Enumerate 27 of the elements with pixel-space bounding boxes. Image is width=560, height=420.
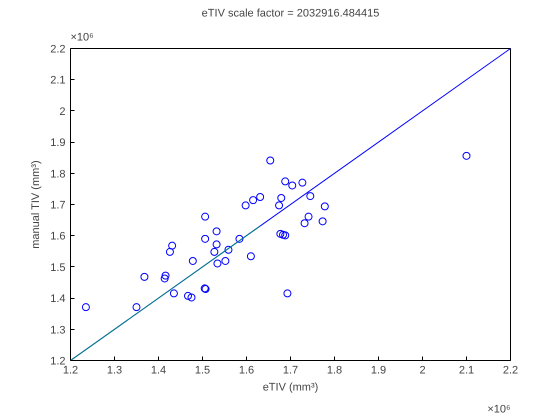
x-tick-label: 1.8 [326,364,342,376]
x-tick-label: 2.1 [458,364,474,376]
x-tick-label: 2.2 [502,364,518,376]
y-tick-label: 1.7 [50,200,66,212]
text: ×10⁶ [487,404,510,416]
x-tick-label: 1.5 [194,364,210,376]
x-tick-label: 1.2 [62,364,78,376]
x-tick-label: 1.3 [106,364,122,376]
y-tick-label: 2 [59,106,66,118]
y-axis-title: manual TIV (mm³) [30,160,42,249]
x-axis-title: eTIV (mm³) [262,382,318,394]
y-tick-label: 1.9 [50,137,66,150]
text: ×10⁶ [70,32,94,44]
x-tick-label: 1.6 [238,364,254,376]
y-tick-label: 1.5 [50,262,66,274]
y-tick-label: 2.2 [50,44,66,56]
y-tick-label: 1.3 [50,324,66,336]
x-tick-label: 1.7 [282,364,298,376]
x-tick-label: 1.9 [370,364,386,376]
y-tick-label: 1.4 [50,293,66,306]
y-tick-label: 1.6 [50,230,66,243]
y-tick-label: 1.8 [50,168,66,180]
y-tick-label: 2.1 [50,74,66,87]
chart-title: eTIV scale factor = 2032916.484415 [202,8,380,20]
x-tick-label: 1.4 [150,364,166,376]
x-tick-label: 2 [419,364,426,376]
y-tick-label: 1.2 [50,356,66,368]
